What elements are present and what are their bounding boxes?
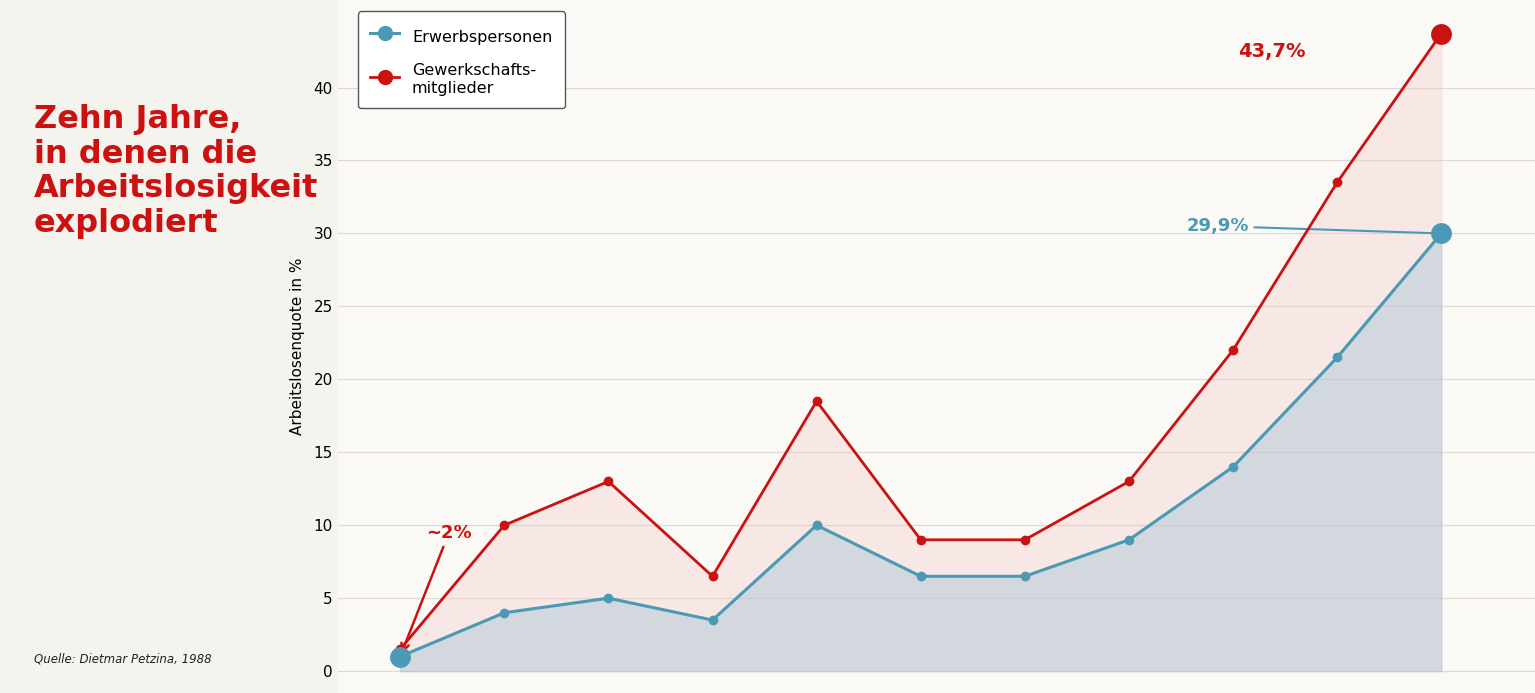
- Text: 29,9%: 29,9%: [1187, 217, 1438, 235]
- Text: ~2%: ~2%: [402, 523, 471, 651]
- Text: 43,7%: 43,7%: [1239, 42, 1306, 60]
- Legend: Erwerbspersonen, Gewerkschafts-
mitglieder: Erwerbspersonen, Gewerkschafts- mitglied…: [358, 12, 565, 109]
- Y-axis label: Arbeitslosenquote in %: Arbeitslosenquote in %: [290, 258, 305, 435]
- Text: Quelle: Dietmar Petzina, 1988: Quelle: Dietmar Petzina, 1988: [34, 652, 212, 665]
- Text: Zehn Jahre,
in denen die
Arbeitslosigkeit
explodiert: Zehn Jahre, in denen die Arbeitslosigkei…: [34, 104, 318, 239]
